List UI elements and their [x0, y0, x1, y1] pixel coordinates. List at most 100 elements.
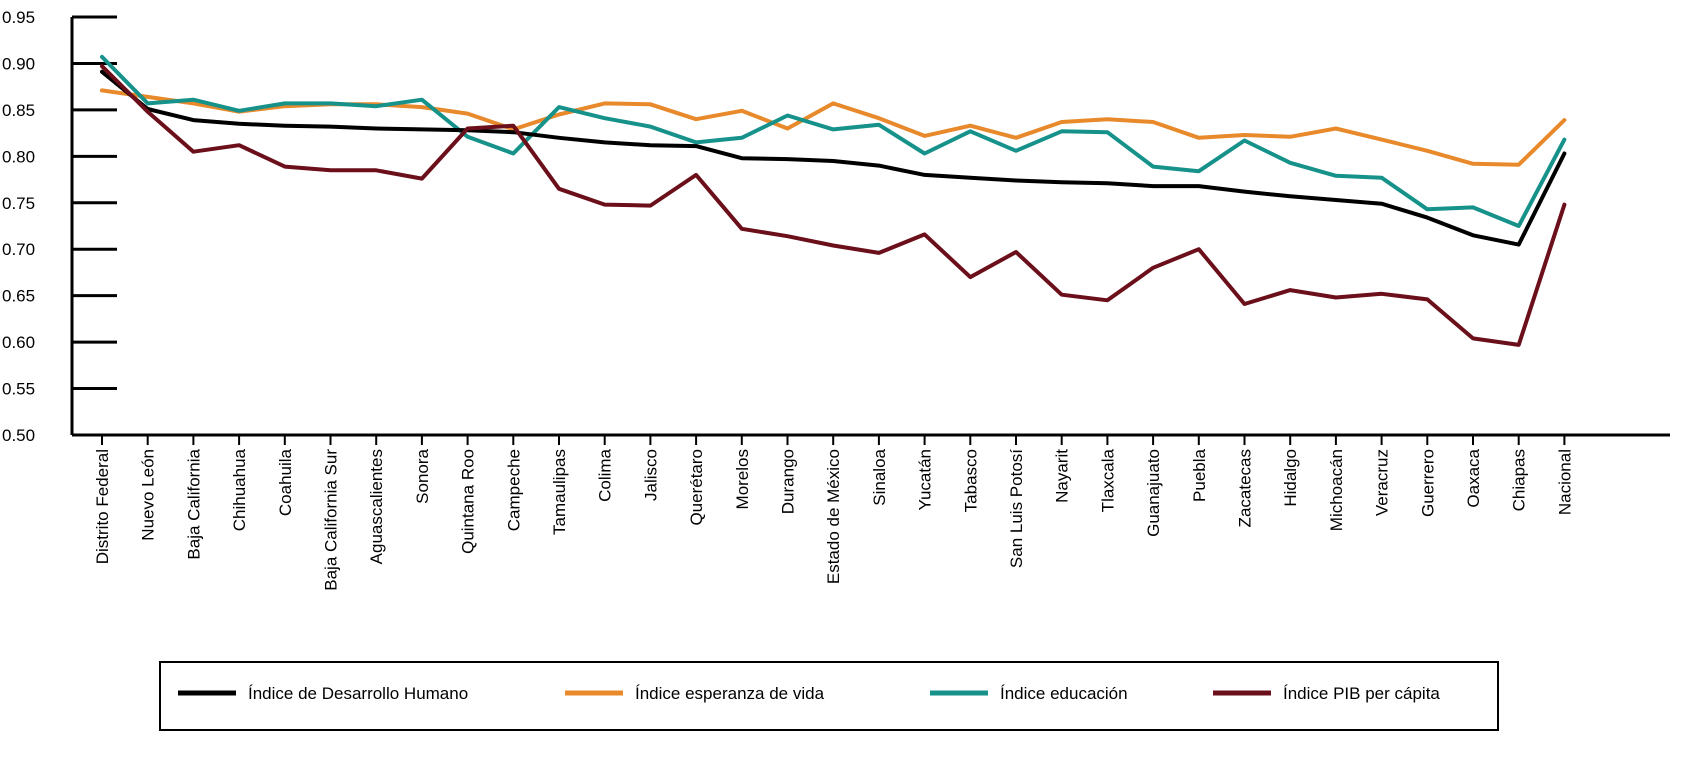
- data-point: [968, 275, 972, 279]
- legend-label: Índice educación: [1000, 684, 1128, 703]
- data-point: [694, 117, 698, 121]
- data-point: [1105, 117, 1109, 121]
- data-point: [740, 227, 744, 231]
- data-point: [923, 232, 927, 236]
- data-point: [694, 140, 698, 144]
- x-category-label: Tabasco: [961, 449, 980, 512]
- data-point: [100, 70, 104, 74]
- data-point: [877, 116, 881, 120]
- data-point: [1425, 297, 1429, 301]
- x-category-label: Quintana Roo: [459, 449, 478, 554]
- data-point: [1471, 162, 1475, 166]
- data-point: [420, 177, 424, 181]
- data-point: [1517, 163, 1521, 167]
- data-point: [968, 124, 972, 128]
- x-category-label: Nuevo León: [139, 449, 158, 541]
- data-point: [1380, 202, 1384, 206]
- data-point: [603, 116, 607, 120]
- data-point: [100, 64, 104, 68]
- data-point: [557, 105, 561, 109]
- data-point: [831, 127, 835, 131]
- data-point: [1060, 120, 1064, 124]
- y-tick-label: 0.50: [2, 426, 35, 445]
- y-tick-label: 0.75: [2, 194, 35, 213]
- data-point: [1197, 184, 1201, 188]
- data-point: [968, 129, 972, 133]
- data-point: [831, 244, 835, 247]
- legend-label: Índice PIB per cápita: [1283, 684, 1440, 703]
- data-point: [283, 101, 287, 105]
- x-category-label: Baja California: [184, 448, 203, 559]
- y-tick-label: 0.65: [2, 287, 35, 306]
- data-point: [1014, 179, 1018, 182]
- data-point: [1425, 149, 1429, 153]
- data-point: [420, 105, 424, 109]
- data-point: [1334, 127, 1338, 130]
- x-category-label: Nayarit: [1053, 449, 1072, 503]
- data-point: [740, 136, 744, 140]
- data-point: [237, 143, 241, 147]
- x-category-label: Morelos: [733, 449, 752, 509]
- data-point: [1243, 139, 1246, 142]
- data-point: [923, 152, 927, 155]
- data-point: [466, 112, 470, 116]
- x-category-label: Zacatecas: [1236, 449, 1255, 527]
- legend-box: [159, 661, 1499, 731]
- series-lines: [100, 54, 1567, 347]
- data-point: [283, 124, 287, 128]
- data-point: [786, 114, 789, 117]
- data-point: [603, 203, 607, 207]
- data-point: [1288, 135, 1292, 139]
- data-point: [648, 102, 652, 106]
- data-point: [557, 187, 561, 191]
- data-point: [511, 130, 515, 134]
- x-category-label: Aguascalientes: [367, 449, 386, 564]
- x-category-label: Michoacán: [1327, 449, 1346, 531]
- x-category-label: Nacional: [1555, 449, 1574, 515]
- legend-label: Índice de Desarrollo Humano: [248, 684, 468, 703]
- series-line-3: [100, 64, 1567, 347]
- data-point: [1197, 247, 1201, 251]
- data-point: [1014, 136, 1018, 140]
- data-point: [648, 125, 652, 129]
- data-point: [786, 127, 789, 130]
- data-point: [1380, 292, 1384, 296]
- y-tick-label: 0.95: [2, 8, 35, 27]
- data-point: [648, 143, 652, 147]
- data-point: [420, 127, 424, 131]
- x-category-label: Campeche: [504, 449, 523, 531]
- data-point: [1562, 138, 1566, 142]
- series-line-2: [100, 69, 1567, 247]
- data-point: [1014, 149, 1018, 153]
- data-point: [420, 98, 424, 102]
- x-category-label: Yucatán: [916, 449, 935, 510]
- data-point: [831, 159, 835, 163]
- data-point: [740, 156, 744, 160]
- data-point: [511, 152, 515, 155]
- data-point: [1151, 266, 1155, 270]
- data-point: [648, 204, 652, 208]
- x-axis: Distrito Federal Nuevo León Baja Californi…: [72, 433, 1670, 591]
- x-category-label: Sonora: [413, 448, 432, 503]
- data-point: [1060, 180, 1064, 184]
- data-point: [1197, 136, 1201, 140]
- x-category-label: Tlaxcala: [1098, 448, 1117, 512]
- data-point: [374, 168, 378, 172]
- x-category-label: Colima: [596, 448, 615, 501]
- data-point: [1471, 336, 1475, 340]
- data-point: [877, 123, 881, 127]
- legend: Índice de Desarrollo Humano Índice espera…: [159, 661, 1499, 731]
- x-category-label: Coahuila: [276, 448, 295, 516]
- x-category-label: Estado de México: [824, 449, 843, 584]
- legend-label: Índice esperanza de vida: [635, 684, 825, 703]
- data-point: [1243, 133, 1246, 137]
- y-tick-label: 0.85: [2, 101, 35, 120]
- y-axis: 0.95 0.90 0.85 0.80 0.75 0.70 0.65 0.60 0.55 0.50: [2, 8, 117, 445]
- data-point: [923, 134, 927, 138]
- data-point: [237, 109, 241, 113]
- x-category-label: Chiapas: [1510, 449, 1529, 511]
- data-point: [146, 110, 150, 114]
- data-point: [1334, 198, 1338, 202]
- data-point: [603, 140, 607, 144]
